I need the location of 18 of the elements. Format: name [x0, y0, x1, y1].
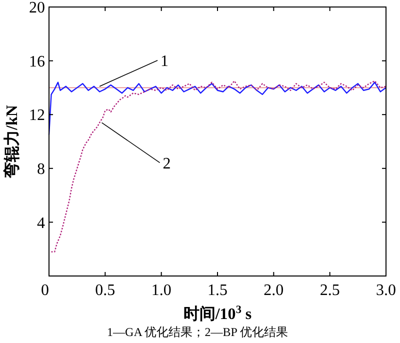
y-tick-label: 16: [29, 53, 45, 70]
text: 1—GA 优化结果；2—BP 优化结果: [107, 325, 288, 339]
x-tick-label: 1.5: [208, 282, 228, 299]
line-series: [50, 80, 387, 252]
x-axis-title: 时间/10$^{3}$ s: [183, 304, 252, 323]
x-tick-label: 2.5: [320, 282, 340, 299]
x-tick-label: 1.0: [151, 282, 172, 299]
y-tick-label: 12: [29, 107, 45, 124]
x-tick-label: 0: [41, 282, 49, 299]
x-tick-label: 3.0: [376, 282, 396, 299]
x-tick-label: 2.0: [264, 282, 284, 299]
annotation: 1: [160, 52, 169, 70]
annotation: 2: [162, 155, 171, 172]
y-tick-label: 4: [37, 214, 45, 232]
x-tick-label: 0.5: [95, 282, 116, 299]
y-tick-label: 8: [37, 161, 45, 178]
y-tick-label: 20: [29, 0, 45, 17]
y-axis-title: 弯辊力/kN: [2, 104, 21, 179]
